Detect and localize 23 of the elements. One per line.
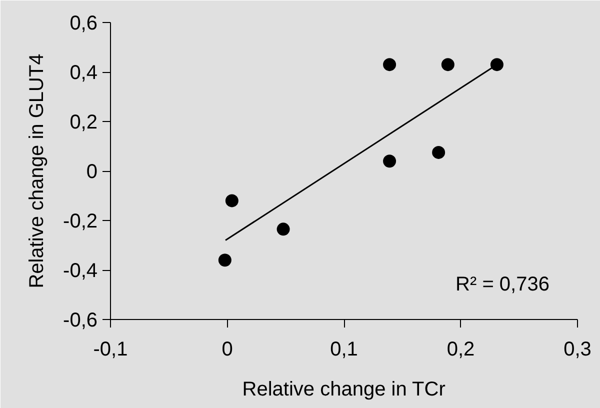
y-axis-title: Relative change in GLUT4 (26, 54, 48, 288)
x-tick-label: 0,2 (446, 338, 475, 360)
point (383, 58, 396, 72)
point (490, 58, 504, 72)
x-tick-label: -0,1 (93, 338, 128, 360)
point (225, 194, 238, 208)
y-tick-label: 0 (86, 161, 98, 183)
point (218, 254, 232, 267)
y-tick-label: -0,4 (63, 260, 98, 282)
x-tick-label: 0 (222, 338, 233, 360)
point (383, 154, 396, 168)
x-axis-title: Relative change in TCr (242, 378, 446, 400)
y-tick-label: 0,2 (70, 112, 98, 134)
x-tick-label: 0,3 (564, 338, 592, 360)
y-tick-label: 0,6 (70, 12, 98, 34)
point (276, 222, 290, 236)
y-tick-label: -0,2 (63, 210, 98, 232)
annotation: R² = 0,736 (456, 274, 550, 296)
y-tick-label: -0,6 (63, 310, 98, 332)
point (432, 146, 446, 159)
x-tick-label: 0,1 (330, 338, 358, 360)
point (441, 58, 454, 72)
y-tick-label: 0,4 (70, 62, 98, 84)
